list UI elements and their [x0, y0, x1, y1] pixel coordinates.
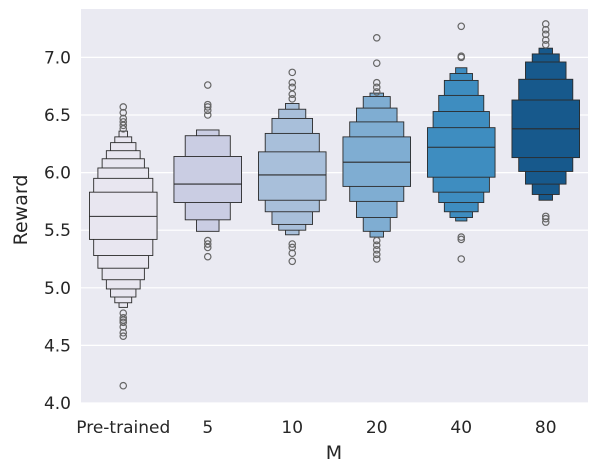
outlier-point: [541, 25, 550, 34]
boxen-box: [88, 191, 158, 240]
outlier-point: [372, 34, 381, 42]
outlier-point: [203, 240, 212, 248]
x-tick-label: 20: [366, 418, 388, 438]
gridlines: [81, 56, 588, 404]
outlier-point: [119, 313, 128, 322]
outlier-point: [457, 235, 466, 244]
outlier-point: [288, 257, 297, 266]
outlier-point: [541, 214, 550, 223]
outlier-point: [288, 243, 297, 252]
outlier-point: [372, 245, 381, 254]
outlier-point: [288, 78, 297, 87]
outlier-point: [541, 218, 550, 226]
y-axis-title: Reward: [10, 175, 32, 246]
outlier-point: [119, 381, 128, 390]
outlier-point: [203, 103, 212, 111]
outlier-point: [203, 111, 212, 119]
x-tick-label: 5: [202, 418, 213, 438]
outlier-point: [541, 30, 550, 39]
outlier-point: [288, 95, 297, 103]
outlier-point: [119, 318, 128, 327]
outlier-point: [541, 36, 550, 44]
y-tick-label: 6.0: [44, 164, 71, 184]
outlier-point: [372, 59, 381, 67]
y-tick-label: 4.5: [44, 336, 71, 356]
y-tick-label: 4.0: [44, 394, 71, 414]
outlier-point: [119, 309, 128, 317]
boxen-80: [511, 20, 581, 226]
boxen-box: [173, 156, 242, 203]
outlier-point: [119, 332, 128, 340]
x-tick-label: 80: [535, 418, 557, 438]
outlier-point: [372, 88, 381, 96]
outlier-point: [541, 40, 550, 49]
outlier-point: [288, 83, 297, 92]
outlier-point: [372, 250, 381, 259]
outlier-point: [372, 78, 381, 87]
boxen-box: [258, 151, 327, 201]
x-tick-label: 10: [281, 418, 303, 438]
x-axis-title: M: [326, 442, 342, 464]
outlier-point: [203, 236, 212, 245]
boxen-pre-trained: [88, 103, 158, 390]
outlier-point: [541, 20, 550, 28]
outlier-point: [288, 249, 297, 258]
boxen-series: [88, 20, 581, 390]
x-tick-labels: Pre-trained 5 10 20 40 80: [76, 418, 556, 438]
boxen-box: [427, 127, 496, 178]
outlier-point: [372, 255, 381, 263]
outlier-point: [203, 81, 212, 89]
outlier-point: [203, 252, 212, 261]
y-tick-label: 6.5: [44, 106, 71, 126]
outlier-point: [119, 328, 128, 337]
plot-background: [81, 9, 588, 403]
outlier-point: [119, 114, 128, 123]
outlier-point: [119, 108, 128, 117]
y-tick-labels: 4.0 4.5 5.0 5.5 6.0 6.5 7.0: [44, 48, 71, 414]
outlier-point: [119, 103, 128, 111]
y-tick-label: 5.5: [44, 221, 71, 241]
boxen-40: [427, 22, 496, 263]
outlier-point: [288, 68, 297, 77]
boxen-5: [173, 81, 242, 261]
outlier-point: [457, 233, 466, 241]
outlier-point: [203, 100, 212, 109]
outlier-point: [372, 241, 381, 249]
outlier-point: [541, 212, 550, 221]
outlier-point: [457, 255, 466, 263]
boxen-10: [258, 68, 327, 266]
y-tick-label: 7.0: [44, 48, 71, 68]
outlier-point: [457, 52, 466, 61]
x-tick-label: Pre-trained: [76, 418, 170, 438]
y-tick-label: 5.0: [44, 279, 71, 299]
outlier-point: [288, 240, 297, 248]
outlier-point: [372, 236, 381, 245]
x-tick-label: 40: [450, 418, 472, 438]
outlier-point: [372, 83, 381, 92]
boxen-box: [342, 136, 412, 187]
outlier-point: [119, 118, 128, 126]
boxen-20: [342, 34, 412, 263]
outlier-point: [457, 22, 466, 31]
outlier-point: [203, 106, 212, 115]
